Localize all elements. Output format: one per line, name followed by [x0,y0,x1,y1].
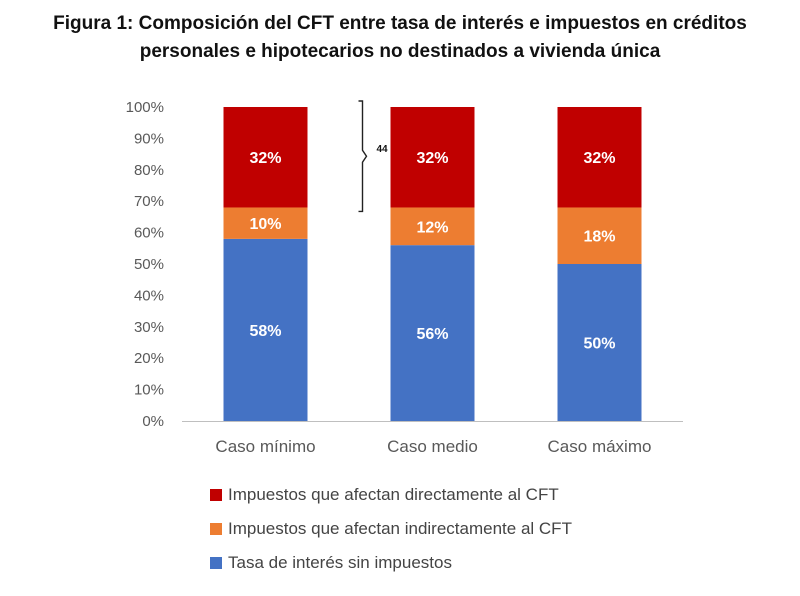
data-label: 32% [416,150,448,167]
y-tick-label: 30% [134,319,164,336]
stacked-bar-chart: 0% 10% 20% 30% 40% 50% 60% 70% 80% 90% 100% 58% 10% 3… [126,99,683,456]
chart-title: Figura 1: Composición del CFT entre tasa… [0,10,800,66]
bar-segment [390,245,475,421]
bar-segment [390,107,475,208]
bar-segment [557,207,642,264]
legend-label: Tasa de interés sin impuestos [228,553,452,572]
annotation-bracket [358,100,368,213]
data-label: 18% [583,229,615,246]
bar-segment [223,207,308,239]
bar-segment [223,107,308,208]
legend-label: Impuestos que afectan indirectamente al … [228,519,572,538]
y-tick-label: 100% [126,99,164,116]
data-label: 50% [583,336,615,353]
bar-segment [557,264,642,421]
x-tick-label: Caso medio [387,437,478,456]
data-label: 12% [416,219,448,236]
y-tick-label: 70% [134,193,164,210]
data-label: 32% [583,150,615,167]
legend-swatch [210,557,222,569]
data-label: 58% [249,323,281,340]
x-tick-label: Caso mínimo [215,437,315,456]
bar-segment [390,207,475,246]
y-tick-label: 20% [134,350,164,367]
legend-label: Impuestos que afectan directamente al CF… [228,485,559,504]
data-label: 10% [249,216,281,233]
annotation-label: 44 [377,144,389,155]
y-tick-label: 80% [134,162,164,179]
legend-item: Impuestos que afectan directamente al CF… [210,478,572,512]
legend-item: Impuestos que afectan indirectamente al … [210,512,572,546]
y-tick-label: 90% [134,130,164,147]
chart-title-line-2: personales e hipotecarios no destinados … [139,41,661,62]
legend-swatch [210,523,222,535]
legend-item: Tasa de interés sin impuestos [210,546,572,580]
y-tick-label: 60% [134,225,164,242]
y-tick-label: 40% [134,287,164,304]
data-label: 56% [416,326,448,343]
data-label: 32% [249,150,281,167]
y-tick-label: 50% [134,256,164,273]
chart-legend: Impuestos que afectan directamente al CF… [210,478,572,580]
bar-segment [223,238,308,421]
chart-title-line-1: Figura 1: Composición del CFT entre tasa… [53,13,747,34]
y-tick-label: 0% [142,413,164,430]
bar-segment [557,107,642,208]
legend-swatch [210,489,222,501]
y-tick-label: 10% [134,382,164,399]
x-tick-label: Caso máximo [548,437,652,456]
